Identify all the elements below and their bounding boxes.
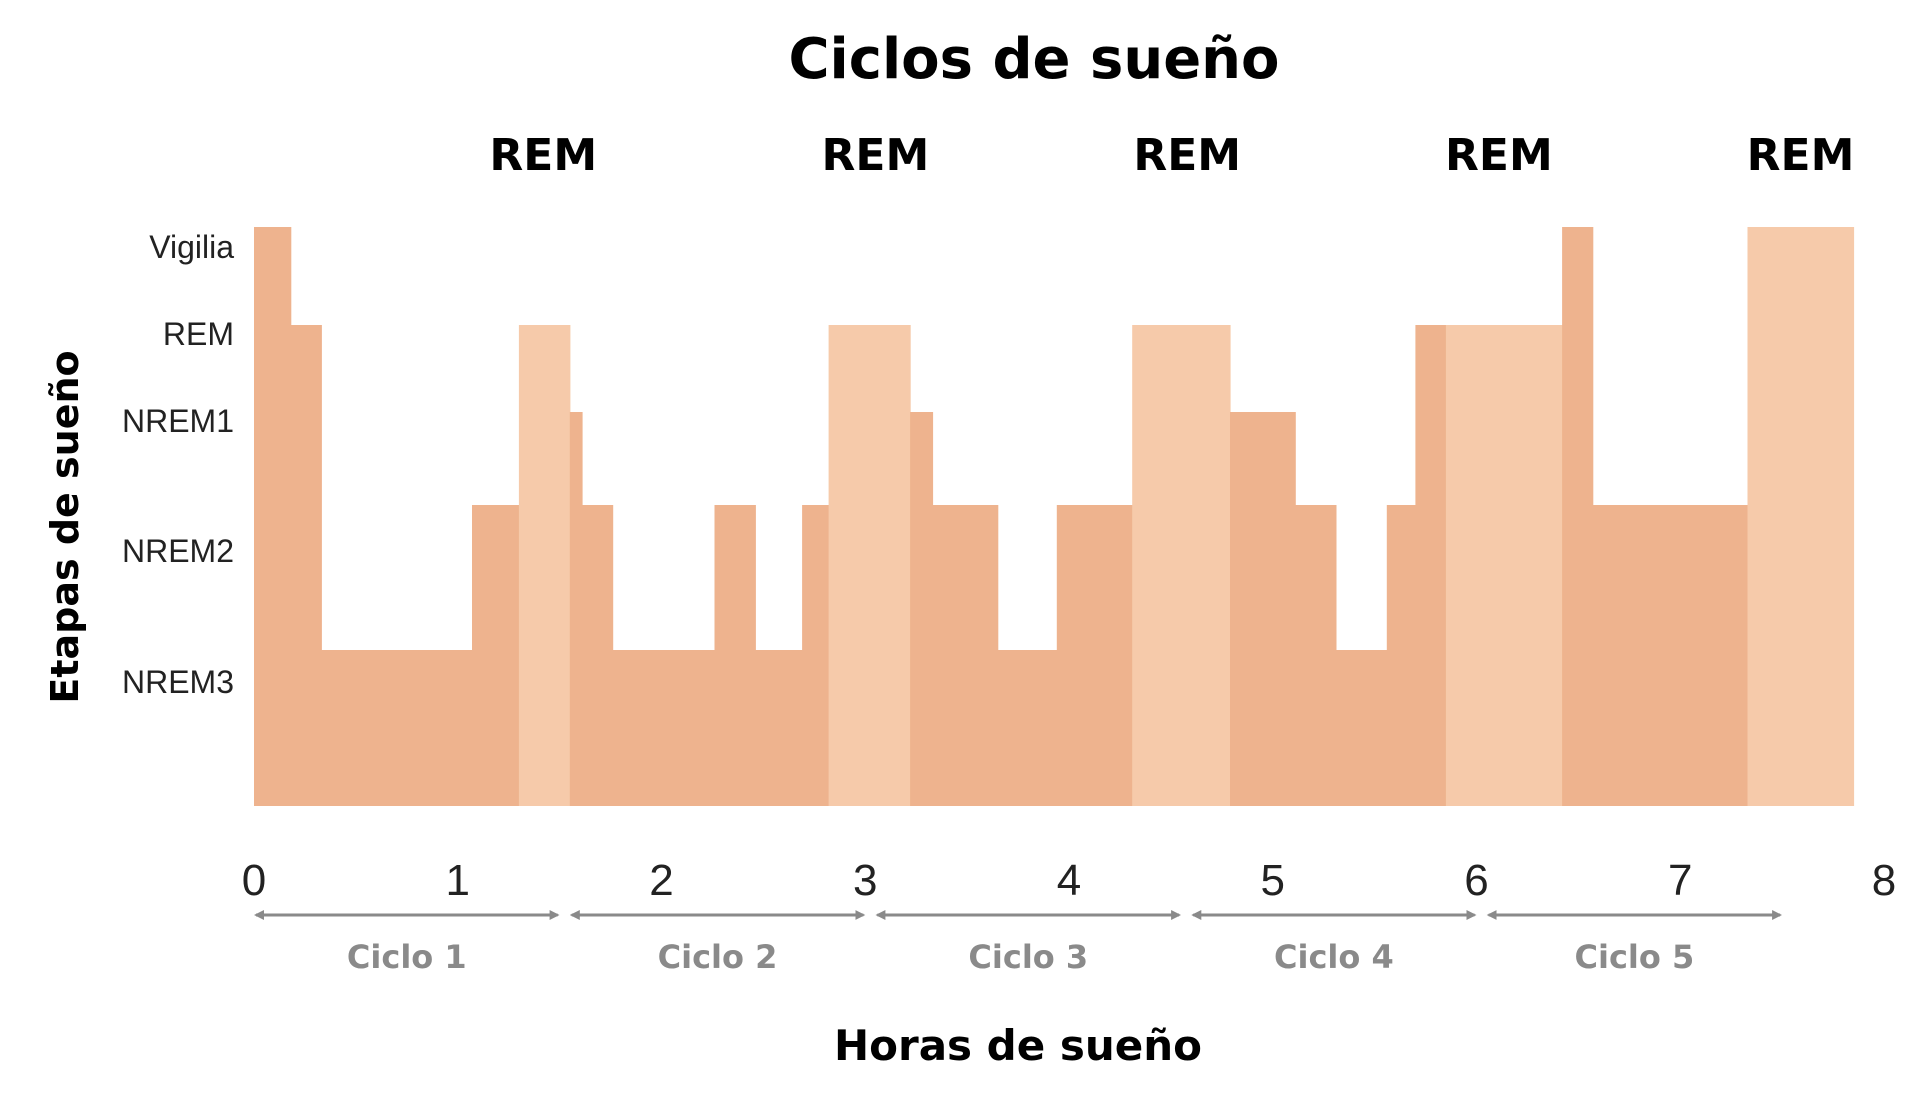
- sleep-stage-bar: [472, 505, 520, 806]
- y-tick-label: NREM3: [122, 664, 234, 700]
- cycle-label: Ciclo 3: [968, 938, 1088, 976]
- sleep-stage-bar: [1415, 325, 1447, 806]
- rem-annotation-label: REM: [822, 130, 930, 181]
- sleep-stage-bar: [910, 412, 934, 806]
- rem-period-bar: [1132, 325, 1231, 806]
- rem-period-bar: [518, 325, 571, 806]
- hypnogram-area: [254, 227, 1855, 806]
- x-axis-title: Horas de sueño: [834, 1021, 1202, 1070]
- x-axis-tick-labels: 0 1 2 3 4 5 6 7 8: [242, 856, 1896, 905]
- cycle-ranges: Ciclo 1 Ciclo 2 Ciclo 3 Ciclo 4 Ciclo 5: [254, 910, 1783, 976]
- rem-annotation-label: REM: [1747, 130, 1855, 181]
- sleep-stage-bar: [755, 650, 803, 806]
- sleep-stage-bar: [1295, 505, 1337, 806]
- x-tick-label: 7: [1668, 856, 1692, 905]
- sleep-stage-bar: [254, 227, 292, 806]
- x-tick-label: 2: [649, 856, 673, 905]
- sleep-stage-bar: [1386, 505, 1416, 806]
- y-tick-label: REM: [163, 316, 234, 352]
- sleep-stage-bar: [290, 325, 322, 806]
- cycle-label: Ciclo 4: [1274, 938, 1394, 976]
- sleep-stage-bar: [714, 505, 756, 806]
- sleep-stage-bar: [1562, 227, 1594, 806]
- sleep-stage-bar: [802, 505, 830, 806]
- sleep-stage-bar: [1230, 412, 1296, 806]
- x-tick-label: 1: [446, 856, 470, 905]
- sleep-stage-bar: [932, 505, 999, 806]
- y-tick-label: NREM1: [122, 403, 234, 439]
- sleep-stage-bar: [1056, 505, 1133, 806]
- cycle-label: Ciclo 1: [347, 938, 467, 976]
- y-tick-label: Vigilia: [149, 229, 234, 265]
- x-tick-label: 6: [1464, 856, 1488, 905]
- rem-period-bar: [828, 325, 911, 806]
- rem-annotation-label: REM: [1445, 130, 1553, 181]
- rem-period-bar: [1445, 325, 1563, 806]
- chart-title: Ciclos de sueño: [788, 27, 1279, 92]
- x-tick-label: 5: [1261, 856, 1285, 905]
- sleep-stage-bar: [997, 650, 1058, 806]
- sleep-stage-bar: [1592, 505, 1748, 806]
- x-tick-label: 3: [853, 856, 877, 905]
- sleep-stage-bar: [612, 650, 716, 806]
- rem-annotations: REM REM REM REM REM: [489, 130, 1854, 181]
- x-tick-label: 4: [1057, 856, 1081, 905]
- x-tick-label: 8: [1872, 856, 1896, 905]
- y-axis-title: Etapas de sueño: [43, 350, 87, 703]
- sleep-stage-bar: [1335, 650, 1388, 806]
- cycle-label: Ciclo 2: [658, 938, 778, 976]
- x-tick-label: 0: [242, 856, 266, 905]
- sleep-stage-bar: [321, 650, 473, 806]
- sleep-stage-bar: [582, 505, 614, 806]
- cycle-label: Ciclo 5: [1575, 938, 1695, 976]
- rem-period-bar: [1747, 227, 1855, 806]
- y-axis-stage-labels: Vigilia REM NREM1 NREM2 NREM3: [122, 229, 234, 700]
- y-tick-label: NREM2: [122, 533, 234, 569]
- rem-annotation-label: REM: [489, 130, 597, 181]
- rem-annotation-label: REM: [1133, 130, 1241, 181]
- sleep-stage-bar: [569, 412, 583, 806]
